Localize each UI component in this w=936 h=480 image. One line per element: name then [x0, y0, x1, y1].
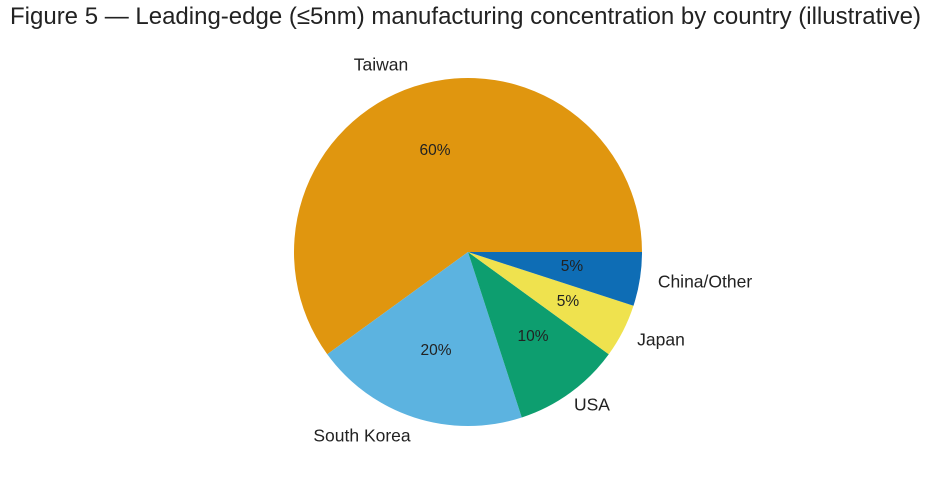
svg-text:Taiwan: Taiwan: [354, 55, 408, 75]
svg-text:South Korea: South Korea: [313, 426, 411, 446]
svg-text:5%: 5%: [557, 293, 580, 310]
svg-text:China/Other: China/Other: [658, 272, 753, 292]
svg-text:10%: 10%: [517, 328, 548, 345]
svg-text:Japan: Japan: [637, 330, 685, 350]
svg-text:20%: 20%: [420, 342, 451, 359]
svg-text:60%: 60%: [419, 142, 450, 159]
svg-text:USA: USA: [574, 395, 610, 415]
svg-text:5%: 5%: [561, 258, 584, 275]
